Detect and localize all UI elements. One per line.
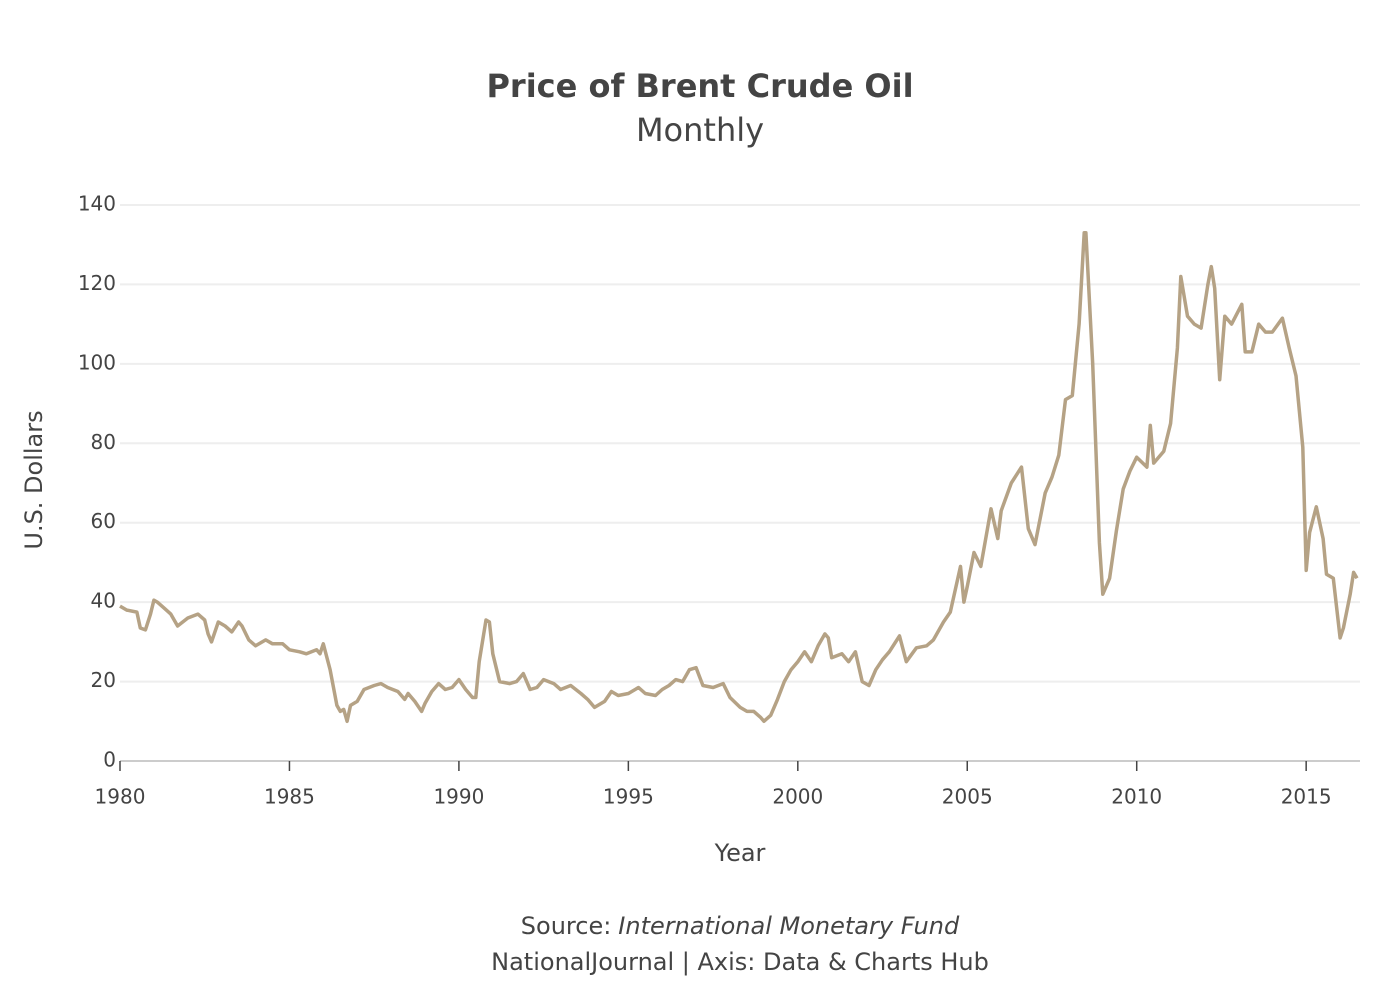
source: International Monetary Fund: [618, 912, 960, 940]
source-label: Source:: [521, 912, 612, 940]
y-tick-label: 40: [91, 589, 116, 613]
y-tick-label: 60: [91, 509, 116, 533]
x-tick-label: 2005: [942, 785, 993, 809]
x-tick-label: 1990: [433, 785, 484, 809]
y-tick-label: 20: [91, 668, 116, 692]
y-tick-label: 120: [78, 271, 116, 295]
chart-subtitle: Monthly: [636, 111, 764, 149]
x-tick-label: 2000: [772, 785, 823, 809]
y-tick-label: 80: [91, 430, 116, 454]
chart-title: Price of Brent Crude Oil: [486, 67, 913, 105]
x-tick-label: 1985: [264, 785, 315, 809]
x-tick-label: 2010: [1111, 785, 1162, 809]
x-tick-label: 1980: [95, 785, 146, 809]
y-axis-label: U.S. Dollars: [20, 410, 48, 549]
y-tick-label: 140: [78, 192, 116, 216]
price-line: [119, 231, 1359, 724]
x-tick-label: 1995: [603, 785, 654, 809]
credit: NationalJournal | Axis: Data & Charts Hu…: [491, 948, 989, 976]
x-axis-label: Year: [714, 839, 766, 867]
y-tick-label: 0: [103, 748, 116, 772]
source-line: Source: International Monetary Fund: [521, 912, 960, 940]
y-tick-label: 100: [78, 350, 116, 374]
x-tick-label: 2015: [1281, 785, 1332, 809]
